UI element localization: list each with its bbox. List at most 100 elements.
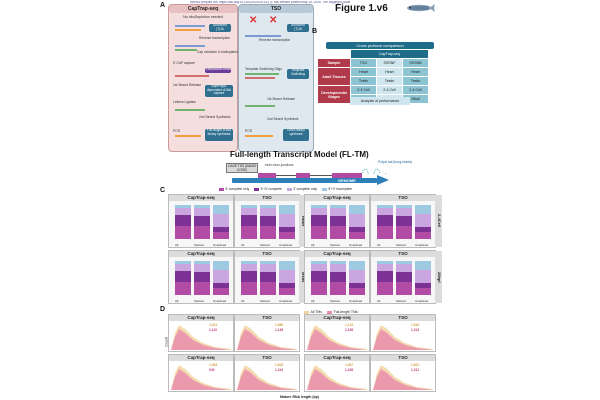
facet-title: TSO	[371, 355, 435, 361]
count-all: 1,847	[345, 363, 354, 367]
count-all: 1,601	[411, 363, 420, 367]
category-label: Spliced	[194, 243, 204, 247]
stacked-bar	[194, 261, 210, 295]
panel-d-label: D	[160, 306, 166, 313]
bar-segment	[213, 283, 229, 289]
table-cell: Heart	[376, 67, 403, 77]
bar-segment	[415, 261, 431, 270]
genome-arrow-icon	[377, 175, 389, 185]
bar-segment	[330, 205, 346, 208]
fl-tms-area	[373, 329, 433, 350]
bar-segment	[311, 282, 327, 295]
category-label: Unspliced	[213, 243, 227, 247]
count-all: 1,921	[209, 323, 218, 327]
legend-label: 5'+3' complete	[260, 187, 282, 191]
rna-strand	[245, 77, 275, 79]
facet-title: CapTrap-seq	[305, 355, 369, 361]
stacked-bar-panel: CapTrap-seq All Spliced Unspliced	[304, 250, 370, 304]
bar-segment	[415, 288, 431, 295]
count-all: 1,563	[209, 363, 218, 367]
legend-swatch	[321, 187, 327, 191]
table-cell: 2-4 Cell	[350, 85, 377, 95]
stacked-bar-panel: CapTrap-seq All Spliced Unspliced	[168, 250, 234, 304]
histogram	[171, 365, 231, 390]
fl-tms-area	[237, 369, 297, 390]
histogram-panel: CapTrap-seq 1,122 1,159	[304, 314, 370, 352]
comparison-table: CapTrap-seq Sample TSO SSSNF SSSNB Adult…	[317, 49, 429, 104]
bar-segment	[349, 213, 365, 228]
bar-segment	[213, 269, 229, 284]
histogram-panel: CapTrap-seq 1,847 1,026	[304, 354, 370, 392]
stacked-bar	[330, 261, 346, 295]
count-fl: 1,241	[275, 368, 284, 372]
panel-c-legend: 5' complete only 5'+3' complete 3' compl…	[215, 187, 352, 191]
category-label: Spliced	[396, 243, 406, 247]
category-label: Spliced	[260, 299, 270, 303]
bar-segment	[213, 213, 229, 228]
stacked-bar	[279, 261, 295, 295]
bar-segment	[175, 271, 191, 283]
histogram	[307, 325, 367, 350]
bar-segment	[377, 263, 393, 272]
histogram	[373, 365, 433, 390]
stacked-bar	[415, 261, 431, 295]
bar-segment	[175, 263, 191, 272]
table-cell: Testis	[402, 76, 429, 86]
legend-swatch	[304, 310, 309, 314]
facet-title: TSO	[371, 315, 435, 321]
bar-segment	[279, 213, 295, 228]
legend-label: Full-length TMs	[333, 310, 358, 314]
bar-segment	[279, 261, 295, 270]
stacked-bar	[349, 205, 365, 239]
table-cell: SSSNB	[402, 58, 429, 68]
bar-segment	[330, 261, 346, 264]
bar-segment	[311, 226, 327, 239]
cdna-strand	[245, 73, 279, 75]
category-label: Spliced	[260, 243, 270, 247]
cross-icon: ✕	[269, 15, 278, 26]
step-release: 1st Strand Release	[173, 83, 202, 87]
junction-label: exon-exon junctions	[265, 163, 294, 167]
bar-segment	[194, 225, 210, 239]
bar-segment	[396, 216, 412, 226]
bar-segment	[241, 261, 257, 264]
bar-segment	[396, 263, 412, 273]
stacked-bar	[213, 205, 229, 239]
bar-segment	[194, 205, 210, 208]
table-cell: Testis	[376, 76, 403, 86]
category-label: Unspliced	[349, 299, 363, 303]
step-2nd-strand: 2nd Strand Synthesis	[267, 117, 299, 121]
cdna-strand	[175, 29, 201, 31]
bar-segment	[194, 216, 210, 226]
cdna-strand	[175, 135, 201, 137]
count-all: 1,122	[345, 323, 354, 327]
fl-tms-area	[307, 329, 367, 350]
table-cell: Testis	[350, 76, 377, 86]
tso-workflow: TSO ✕ ✕ Anchored (T)16 Reverse transcrip…	[238, 4, 314, 152]
preprint-header-note[interactable]: bioRxiv preprint doi: https://doi.org/10…	[190, 1, 350, 4]
bar-segment	[175, 215, 191, 227]
category-label: Unspliced	[415, 243, 429, 247]
count-fl: 940	[209, 368, 215, 372]
category-label: Spliced	[330, 299, 340, 303]
intron	[310, 175, 332, 176]
category-label: Unspliced	[279, 243, 293, 247]
panel-d-ylabel: Count	[164, 337, 169, 347]
bar-segment	[279, 288, 295, 295]
fl-tms-area	[307, 369, 367, 390]
stacked-bar	[349, 261, 365, 295]
facet-title: TSO	[235, 251, 299, 257]
category-label: All	[175, 299, 179, 303]
bar-segment	[194, 272, 210, 282]
bar-segment	[330, 225, 346, 239]
count-all: 1,869	[275, 323, 284, 327]
count-all: 1,603	[275, 363, 284, 367]
step-tso: Template Switching Oligo	[245, 67, 283, 71]
stacked-bar-panel: TSO 28hpf All Spliced Unspliced	[370, 250, 442, 304]
count-fl: 1,128	[275, 328, 284, 332]
facet-title: CapTrap-seq	[169, 315, 233, 321]
stacked-bar-panel: CapTrap-seq All Spliced Unspliced	[304, 194, 370, 248]
bar-segment	[415, 283, 431, 289]
count-fl: 1,311	[411, 368, 420, 372]
facet-title: CapTrap-seq	[169, 195, 233, 201]
